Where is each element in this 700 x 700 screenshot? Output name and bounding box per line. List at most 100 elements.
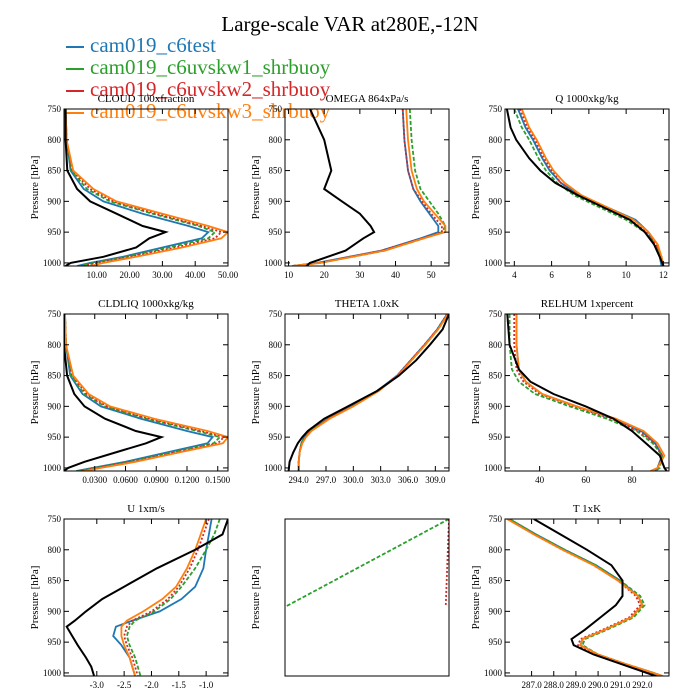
x-tick-label: 309.0 (425, 475, 446, 485)
y-tick-label: 750 (48, 514, 62, 524)
y-axis-label: Pressure [hPa] (470, 566, 482, 630)
x-tick-label: -1.5 (172, 680, 187, 690)
y-tick-label: 900 (48, 606, 62, 616)
x-tick-label: 4 (512, 270, 517, 280)
x-tick-label: 40 (535, 475, 545, 485)
series-group (287, 314, 449, 471)
y-tick-label: 850 (48, 371, 62, 381)
panel-title: Q 1000xkg/kg (555, 93, 619, 105)
x-tick-label: 0.0900 (144, 475, 169, 485)
y-tick-label: 800 (269, 340, 283, 350)
y-tick-label: 1000 (43, 258, 62, 268)
y-axis-label: Pressure [hPa] (250, 156, 262, 220)
y-tick-label: 900 (269, 401, 283, 411)
y-tick-label: 800 (489, 545, 503, 555)
series-line-cam019-c6test (517, 109, 663, 266)
y-tick-label: 950 (489, 432, 503, 442)
x-tick-label: 60 (581, 475, 591, 485)
series-line-cam019-c6uvskw3-shrbuoy (64, 109, 228, 266)
x-tick-label: 50.00 (218, 270, 239, 280)
plot-frame (63, 108, 229, 267)
y-tick-label: 850 (48, 166, 62, 176)
y-tick-label: 950 (489, 637, 503, 647)
plot-frame (504, 108, 670, 267)
legend-entry: cam019_c6uvskw2_shrbuoy (66, 78, 330, 100)
chart-panel: RELHUM 1xpercent Pressure [hPa] 750 800 850 9… (470, 298, 670, 485)
y-axis-label: Pressure [hPa] (250, 361, 262, 425)
series-group (506, 314, 668, 471)
y-tick-label: 750 (489, 514, 503, 524)
series-line-cam019-c6uvskw3-shrbuoy (120, 519, 207, 676)
series-line-cam019-c6uvskw1-shrbuoy (125, 519, 221, 676)
y-tick-label: 1000 (484, 463, 503, 473)
panel-title: T 1xK (573, 503, 601, 515)
panel-title: CLDLIQ 1000xkg/kg (98, 298, 194, 310)
y-tick-label: 800 (489, 135, 503, 145)
y-tick-label: 800 (48, 340, 62, 350)
chart-panel: CLOUD 100xfraction Pressure [hPa] 750 800 85… (29, 93, 239, 280)
y-axis-label: Pressure [hPa] (29, 566, 41, 630)
plot-frame (284, 313, 450, 472)
y-tick-label: 950 (48, 432, 62, 442)
y-tick-label: 800 (269, 135, 283, 145)
x-tick-label: 50 (427, 270, 437, 280)
series-group (285, 519, 449, 608)
series-line-cam019-c6uvskw3-shrbuoy (64, 314, 228, 471)
series-group (64, 314, 228, 471)
x-tick-label: 290.0 (588, 680, 609, 690)
x-tick-label: 0.1200 (175, 475, 200, 485)
series-line-obs (64, 109, 169, 266)
series-group (506, 519, 663, 676)
chart-panel: Q 1000xkg/kg Pressure [hPa] 750 800 850 900 95… (470, 93, 670, 280)
chart-panel: OMEGA 864xPa/s Pressure [hPa] 750 800 850 900… (250, 93, 450, 280)
y-tick-label: 900 (269, 196, 283, 206)
plot-frame (63, 313, 229, 472)
x-tick-label: 292.0 (632, 680, 653, 690)
series-group (291, 109, 447, 266)
y-tick-label: 950 (269, 227, 283, 237)
plot-frame (504, 313, 670, 472)
series-line-obs (505, 109, 665, 266)
x-tick-label: -3.0 (90, 680, 105, 690)
series-line-cam019-c6uvskw2-shrbuoy (444, 519, 449, 607)
y-axis-label: Pressure [hPa] (250, 566, 262, 630)
y-tick-label: 950 (48, 227, 62, 237)
y-tick-label: 800 (48, 135, 62, 145)
y-tick-label: 1000 (484, 258, 503, 268)
x-tick-label: 303.0 (371, 475, 392, 485)
y-tick-label: 950 (489, 227, 503, 237)
y-tick-label: 850 (489, 576, 503, 586)
chart-panel: CLDLIQ 1000xkg/kg Pressure [hPa] 750 800 850… (29, 298, 231, 485)
series-line-cam019-c6uvskw2-shrbuoy (123, 519, 210, 676)
x-tick-label: 20 (320, 270, 330, 280)
y-tick-label: 950 (48, 637, 62, 647)
series-group (65, 519, 228, 676)
legend-entry: cam019_c6uvskw3_shrbuoy (66, 100, 330, 122)
legend-label: cam019_c6uvskw3_shrbuoy (90, 99, 331, 123)
series-line-cam019-c6uvskw3-shrbuoy (292, 109, 447, 266)
y-tick-label: 900 (489, 196, 503, 206)
legend-swatch (66, 46, 84, 49)
y-tick-label: 900 (48, 196, 62, 206)
x-tick-label: 30.00 (152, 270, 173, 280)
series-line-obs (506, 314, 668, 471)
legend-swatch (66, 90, 84, 93)
x-tick-label: 289.0 (566, 680, 587, 690)
x-tick-label: 10.00 (87, 270, 108, 280)
series-group (505, 109, 665, 266)
y-axis-label: Pressure [hPa] (470, 361, 482, 425)
y-tick-label: 900 (489, 606, 503, 616)
x-tick-label: 0.0300 (82, 475, 107, 485)
y-tick-label: 1000 (43, 668, 62, 678)
panel-title: RELHUM 1xpercent (541, 298, 634, 310)
x-tick-label: 8 (587, 270, 592, 280)
panel-title: OMEGA 864xPa/s (326, 93, 409, 105)
legend-entry: cam019_c6uvskw1_shrbuoy (66, 56, 330, 78)
series-line-cam019-c6uvskw2-shrbuoy (513, 314, 664, 471)
panel-title: U 1xm/s (127, 503, 165, 515)
y-axis-label: Pressure [hPa] (29, 361, 41, 425)
y-tick-label: 1000 (43, 463, 62, 473)
chart-panel: T 1xK Pressure [hPa] 750 800 850 900 950 1000 28… (470, 503, 670, 690)
series-line-cam019-c6uvskw2-shrbuoy (506, 519, 661, 676)
